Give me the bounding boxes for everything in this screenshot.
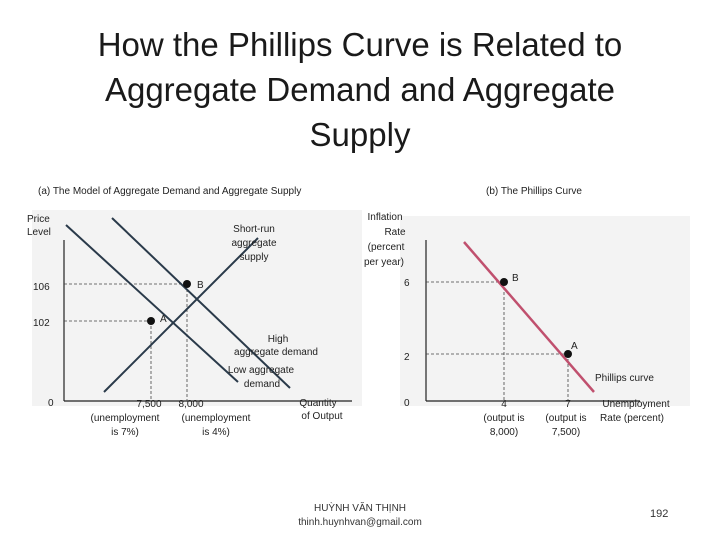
panel-b-background [400, 216, 690, 406]
panel-b-y-label-4: per year) [364, 257, 404, 268]
footer-author: HUỲNH VĂN THỊNH [313, 503, 407, 514]
panel-a-point-a [147, 317, 155, 325]
sras-label-2: aggregate [231, 238, 276, 249]
phillips-curve-line [463, 241, 595, 393]
panel-a-x-label-1: Quantity [299, 398, 336, 409]
sras-label-1: Short-run [233, 224, 275, 235]
panel-a-x-tick-7500: 7,500 [136, 399, 161, 410]
panel-a-y-tick-102: 102 [33, 318, 50, 329]
panel-a-point-b-label: B [197, 280, 204, 291]
title-line-2: Aggregate Demand and Aggregate [104, 71, 616, 108]
panel-b-point-b [500, 278, 508, 286]
panel-a-origin: 0 [48, 398, 54, 409]
panel-b-x-label-1: Unemployment [602, 399, 669, 410]
panel-b-y-tick-2: 2 [404, 352, 410, 363]
panel-a-y-label-1: Price [27, 214, 50, 225]
low-aggregate-demand-curve [65, 224, 239, 383]
panel-a-background [32, 210, 362, 406]
short-run-aggregate-supply-curve [103, 237, 259, 393]
panel-b-origin: 0 [404, 398, 410, 409]
low-ad-label-1: Low aggregate [228, 365, 295, 376]
panel-a-x-tick-7500-sub-1: (unemployment [91, 413, 160, 424]
panel-b-x-label-2: Rate (percent) [600, 413, 664, 424]
panel-a-point-a-label: A [160, 314, 167, 325]
panel-b-x-tick-7-sub-2: 7,500) [552, 427, 580, 438]
panel-a-point-b [183, 280, 191, 288]
panel-b-y-label-3: (percent [368, 242, 405, 253]
panel-a-x-tick-7500-sub-2: is 7%) [111, 427, 139, 438]
footer: HUỲNH VĂN THỊNH thinh.huynhvan@gmail.com [260, 502, 460, 530]
slide-title: How the Phillips Curve is Related to Agg… [20, 22, 700, 157]
panel-b-point-b-label: B [512, 273, 519, 284]
high-ad-label-2: aggregate demand [234, 347, 318, 358]
panel-b-x-tick-7-sub-1: (output is [545, 413, 586, 424]
low-ad-label-2: demand [244, 379, 280, 390]
panel-b-x-tick-4: 4 [501, 399, 507, 410]
panel-b-y-label-2: Rate [384, 227, 406, 238]
panel-a-x-tick-8000-sub-2: is 4%) [202, 427, 230, 438]
panel-b-y-tick-6: 6 [404, 278, 410, 289]
panel-b-point-a-label: A [571, 341, 578, 352]
sras-label-3: supply [240, 252, 269, 263]
title-line-1: How the Phillips Curve is Related to [97, 26, 623, 63]
phillips-curve-label: Phillips curve [595, 373, 654, 384]
panel-b-point-a [564, 350, 572, 358]
panel-a-y-tick-106: 106 [33, 282, 50, 293]
panel-a-x-tick-8000: 8,000 [178, 399, 203, 410]
footer-email: thinh.huynhvan@gmail.com [298, 517, 422, 528]
panel-b-x-tick-7: 7 [565, 399, 571, 410]
panel-a-x-tick-8000-sub-1: (unemployment [182, 413, 251, 424]
panel-b-x-tick-4-sub-2: 8,000) [490, 427, 518, 438]
high-ad-label-1: High [268, 334, 289, 345]
panel-b-x-tick-4-sub-1: (output is [483, 413, 524, 424]
panel-b-header: (b) The Phillips Curve [486, 186, 582, 197]
page-number: 192 [650, 508, 669, 520]
panel-a-y-label-2: Level [27, 227, 51, 238]
panel-b-y-label-1: Inflation [367, 212, 402, 223]
panel-a-x-label-2: of Output [301, 411, 342, 422]
title-line-3: Supply [309, 116, 411, 153]
high-aggregate-demand-curve [111, 217, 291, 389]
panel-a-header: (a) The Model of Aggregate Demand and Ag… [38, 186, 301, 197]
